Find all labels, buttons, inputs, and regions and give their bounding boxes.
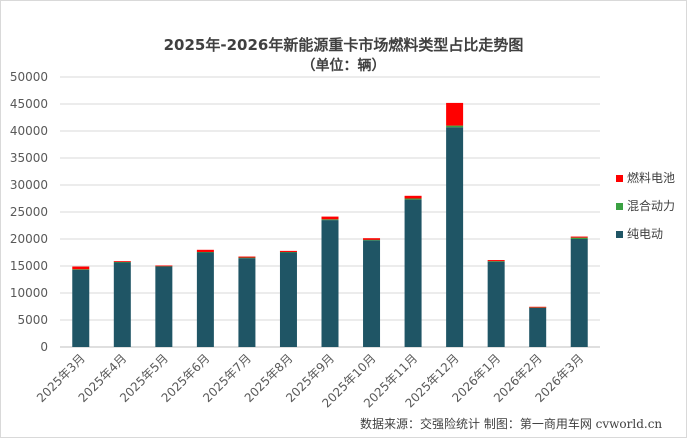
legend-swatch [616, 203, 623, 210]
bar-segment [404, 199, 422, 347]
bar-segment [72, 266, 90, 270]
chart-subtitle: （单位：辆） [301, 58, 386, 74]
bar-segment [487, 261, 505, 347]
y-axis: 0 5000 10000 15000 20000 25000 30000 35000 40000… [10, 70, 48, 354]
bar-segment [487, 260, 505, 262]
bar-segment [196, 249, 214, 252]
bar-segment [363, 238, 381, 240]
x-axis: 2025年3月2025年4月2025年5月2025年6月2025年7月2025年… [34, 351, 586, 410]
bar-segment [72, 269, 90, 347]
bars [72, 102, 588, 347]
y-tick-label: 5000 [17, 313, 48, 327]
bar-segment [238, 258, 256, 347]
bar-segment [113, 262, 131, 347]
bar-segment [321, 219, 339, 221]
bar-segment [321, 216, 339, 220]
legend-label: 纯电动 [627, 227, 663, 241]
bar-segment [238, 257, 256, 259]
bar-segment [446, 125, 464, 128]
bar-segment [155, 265, 173, 267]
source-note: 数据来源：交强险统计 制图：第一商用车网 cvworld.cn [360, 417, 663, 431]
bar-segment [529, 307, 547, 347]
y-tick-label: 40000 [10, 124, 48, 138]
y-tick-label: 20000 [10, 232, 48, 246]
bar-segment [570, 236, 588, 238]
y-tick-label: 25000 [10, 205, 48, 219]
bar-segment [113, 261, 131, 263]
bar-segment [72, 268, 90, 270]
bar-segment [196, 251, 214, 253]
chart-title: 2025年-2026年新能源重卡市场燃料类型占比走势图 [163, 36, 524, 54]
legend-label: 混合动力 [627, 198, 675, 213]
bar-segment [487, 260, 505, 262]
legend-label: 燃料电池 [627, 170, 675, 185]
bar-segment [113, 261, 131, 262]
bar-segment [238, 256, 256, 258]
y-tick-label: 30000 [10, 178, 48, 192]
bar-segment [279, 251, 297, 253]
bar-segment [363, 240, 381, 347]
bar-segment [363, 239, 381, 241]
y-tick-label: 0 [40, 340, 48, 354]
bar-segment [570, 237, 588, 239]
y-tick-label: 50000 [10, 70, 48, 84]
bar-segment [404, 195, 422, 199]
bar-segment [446, 102, 464, 126]
bar-segment [155, 266, 173, 347]
bar-segment [570, 239, 588, 347]
y-tick-label: 15000 [10, 259, 48, 273]
legend-swatch [616, 175, 623, 182]
bar-segment [279, 250, 297, 252]
bar-segment [196, 252, 214, 347]
y-tick-label: 10000 [10, 286, 48, 300]
legend-swatch [616, 231, 623, 238]
bar-segment [404, 198, 422, 200]
y-tick-label: 35000 [10, 151, 48, 165]
bar-segment [279, 252, 297, 347]
bar-segment [446, 127, 464, 347]
bar-segment [321, 220, 339, 347]
y-tick-label: 45000 [10, 97, 48, 111]
bar-segment [529, 306, 547, 308]
